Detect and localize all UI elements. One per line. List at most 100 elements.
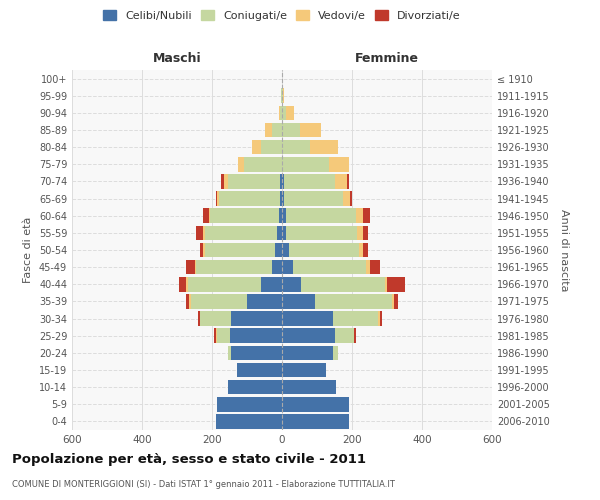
Bar [244, 157, 282, 172]
Bar [359, 242, 362, 258]
Bar [387, 277, 404, 291]
Bar [221, 174, 224, 188]
Bar [275, 242, 282, 258]
Bar [281, 88, 282, 103]
Bar [366, 260, 370, 274]
Bar [289, 242, 359, 258]
Bar [228, 346, 231, 360]
Bar [370, 260, 380, 274]
Bar [343, 192, 350, 206]
Bar [282, 380, 336, 394]
Bar [236, 362, 282, 378]
Bar [347, 174, 349, 188]
Text: COMUNE DI MONTERIGGIONI (SI) - Dati ISTAT 1° gennaio 2011 - Elaborazione TUTTITA: COMUNE DI MONTERIGGIONI (SI) - Dati ISTA… [12, 480, 395, 489]
Y-axis label: Anni di nascita: Anni di nascita [559, 209, 569, 291]
Bar [310, 140, 338, 154]
Bar [265, 122, 271, 138]
Bar [228, 380, 282, 394]
Bar [392, 294, 394, 308]
Bar [282, 294, 315, 308]
Bar [362, 208, 370, 223]
Bar [282, 277, 301, 291]
Bar [293, 260, 366, 274]
Bar [228, 174, 280, 188]
Bar [186, 277, 187, 291]
Bar [282, 88, 283, 103]
Bar [187, 277, 261, 291]
Bar [214, 328, 215, 343]
Bar [205, 226, 277, 240]
Bar [282, 312, 333, 326]
Bar [217, 397, 282, 411]
Bar [198, 312, 200, 326]
Y-axis label: Fasce di età: Fasce di età [23, 217, 33, 283]
Bar [215, 192, 217, 206]
Bar [282, 414, 349, 428]
Bar [196, 226, 203, 240]
Bar [210, 208, 278, 223]
Bar [217, 192, 219, 206]
Bar [277, 226, 282, 240]
Bar [282, 397, 349, 411]
Bar [191, 294, 247, 308]
Bar [203, 208, 209, 223]
Bar [203, 242, 205, 258]
Bar [282, 122, 299, 138]
Bar [231, 312, 282, 326]
Bar [282, 226, 286, 240]
Bar [282, 106, 286, 120]
Bar [286, 226, 357, 240]
Bar [282, 362, 326, 378]
Bar [209, 208, 210, 223]
Bar [284, 192, 343, 206]
Bar [194, 260, 196, 274]
Bar [362, 226, 368, 240]
Bar [189, 294, 191, 308]
Text: Maschi: Maschi [152, 52, 202, 65]
Bar [357, 226, 362, 240]
Bar [315, 294, 392, 308]
Bar [238, 157, 244, 172]
Bar [200, 242, 203, 258]
Bar [284, 174, 335, 188]
Bar [299, 122, 320, 138]
Bar [283, 88, 284, 103]
Bar [282, 192, 284, 206]
Bar [380, 312, 382, 326]
Bar [282, 242, 289, 258]
Bar [286, 208, 355, 223]
Bar [354, 328, 355, 343]
Text: Popolazione per età, sesso e stato civile - 2011: Popolazione per età, sesso e stato civil… [12, 452, 366, 466]
Bar [247, 294, 282, 308]
Bar [286, 106, 294, 120]
Bar [280, 192, 282, 206]
Bar [282, 260, 293, 274]
Bar [196, 260, 271, 274]
Bar [229, 328, 282, 343]
Bar [378, 312, 380, 326]
Bar [282, 328, 335, 343]
Bar [278, 208, 282, 223]
Bar [215, 414, 282, 428]
Bar [252, 140, 261, 154]
Bar [301, 277, 385, 291]
Bar [200, 312, 231, 326]
Bar [282, 174, 284, 188]
Bar [362, 242, 368, 258]
Bar [394, 294, 398, 308]
Legend: Celibi/Nubili, Coniugati/e, Vedovi/e, Divorziati/e: Celibi/Nubili, Coniugati/e, Vedovi/e, Di… [101, 8, 463, 23]
Bar [350, 192, 352, 206]
Bar [224, 174, 228, 188]
Bar [271, 260, 282, 274]
Bar [271, 122, 282, 138]
Bar [179, 277, 186, 291]
Bar [385, 277, 387, 291]
Bar [205, 242, 275, 258]
Bar [282, 157, 329, 172]
Bar [333, 312, 378, 326]
Bar [282, 346, 333, 360]
Bar [335, 328, 354, 343]
Bar [261, 277, 282, 291]
Bar [278, 106, 280, 120]
Bar [282, 140, 310, 154]
